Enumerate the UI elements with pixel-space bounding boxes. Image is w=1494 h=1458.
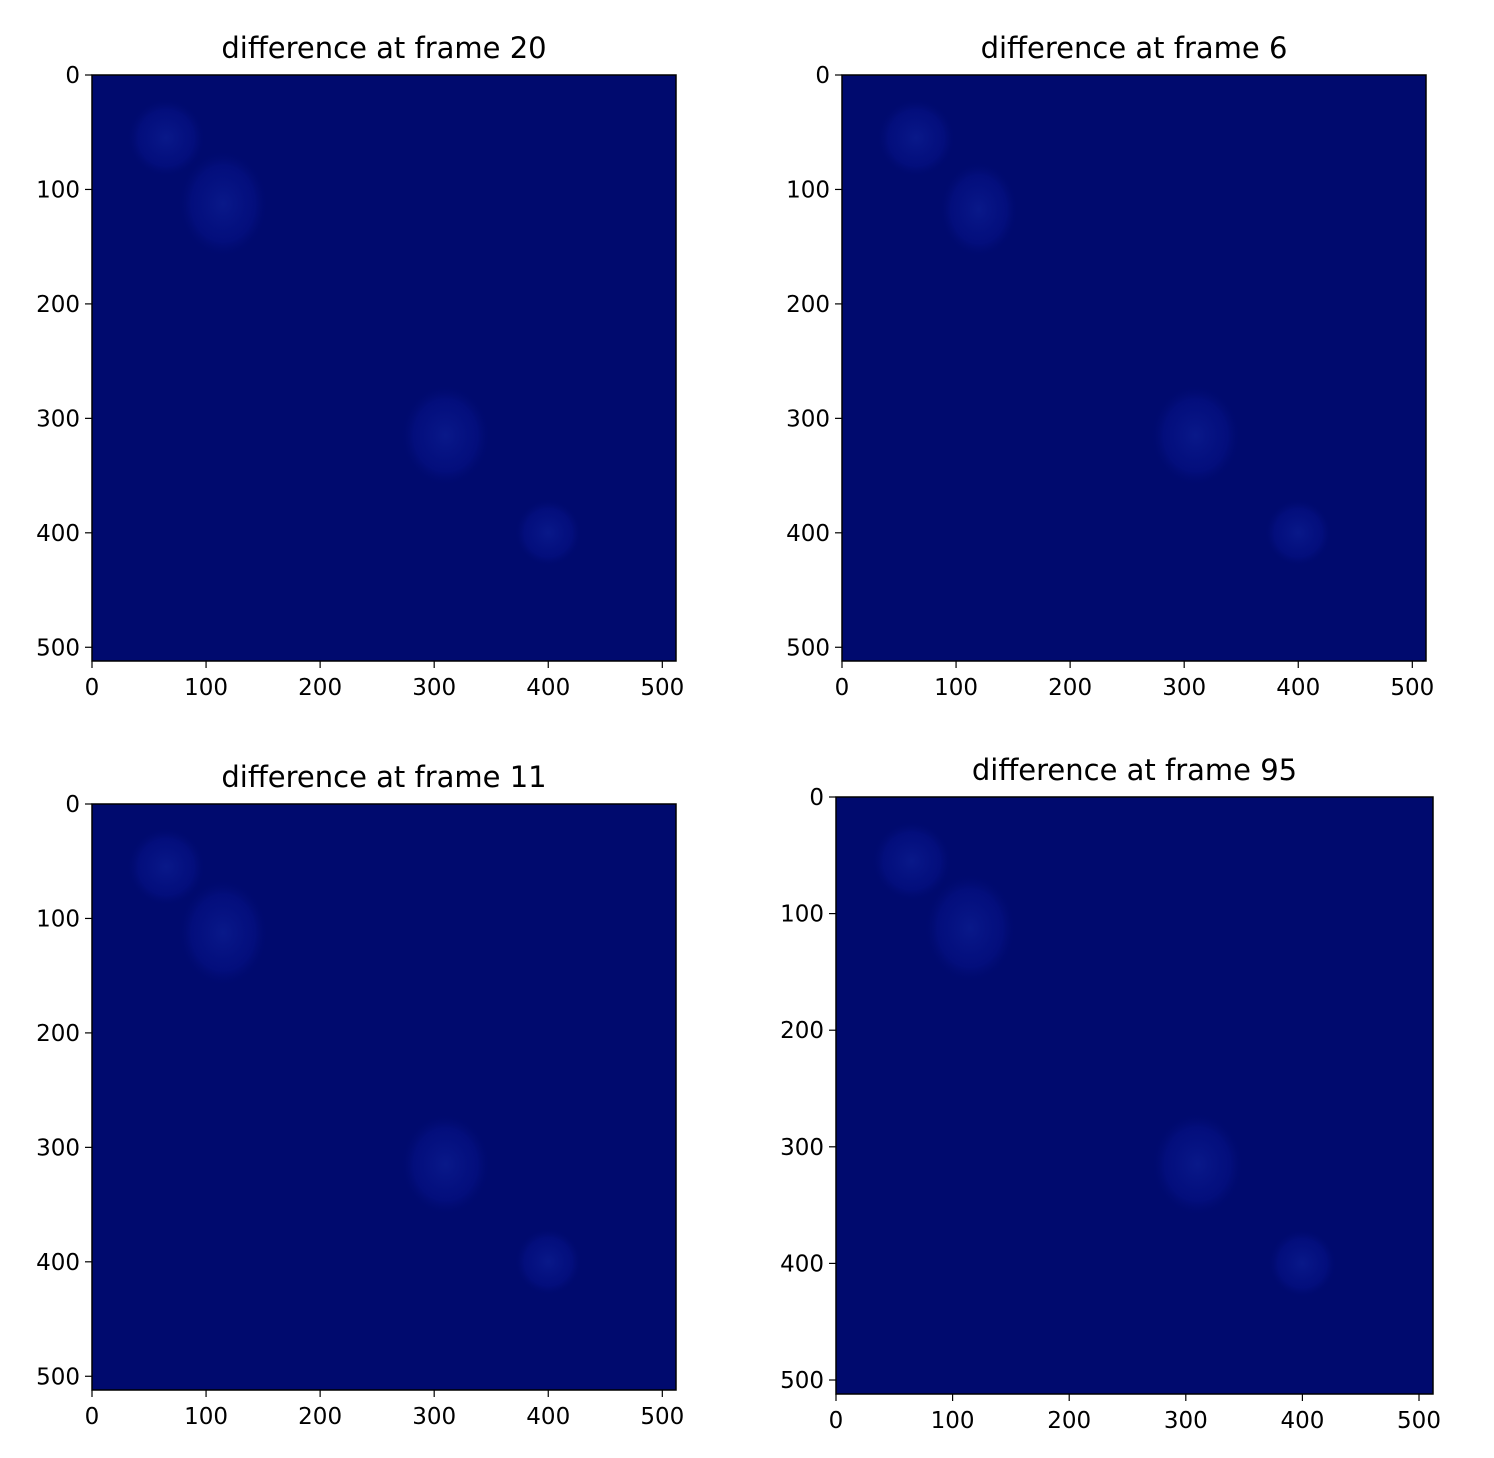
x-tick-label: 300 [1162,675,1206,701]
x-tick-label: 100 [934,675,978,701]
subplot-title: difference at frame 20 [221,31,546,65]
x-tick-label: 200 [298,675,342,701]
x-tick-label: 100 [184,1404,228,1430]
y-tick-label: 0 [65,63,80,89]
heatmap-blob [399,1113,492,1217]
axes-frame [91,74,677,662]
heatmap-blob [870,820,953,902]
x-tick-label: 0 [829,1408,844,1434]
y-tick-label: 100 [36,177,80,203]
heatmap-blob [514,498,583,568]
x-tick-label: 200 [298,1404,342,1430]
x-tick-label: 100 [184,675,228,701]
y-tick-label: 300 [36,406,80,432]
y-tick-label: 400 [36,521,80,547]
y-tick-label: 200 [786,292,830,318]
subplot-title: difference at frame 95 [972,753,1297,787]
x-tick-label: 0 [85,1404,100,1430]
axes-frame [835,796,1434,1395]
x-tick-label: 500 [1397,1408,1441,1434]
heatmap-blob [399,384,492,488]
x-tick-label: 300 [1164,1408,1208,1434]
x-tick-label: 400 [1276,675,1320,701]
y-tick-label: 400 [786,521,830,547]
heatmap-blob [923,872,1017,984]
x-tick-label: 300 [412,1404,456,1430]
x-tick-label: 500 [640,675,684,701]
y-tick-label: 0 [65,792,80,818]
y-tick-label: 400 [36,1250,80,1276]
subplot-3: difference at frame 110 100 200 300 400 50001… [36,760,684,1430]
y-tick-label: 500 [36,635,80,661]
x-tick-label: 200 [1047,1408,1091,1434]
y-tick-label: 200 [36,292,80,318]
subplot-title: difference at frame 6 [981,31,1288,65]
heatmap-blob [514,1227,583,1297]
heatmap-blob [126,826,207,908]
heatmap-blob [876,97,957,179]
subplot-2: difference at frame 60 100 200 300 400 500010… [786,31,1434,701]
x-tick-label: 0 [85,675,100,701]
y-tick-label: 300 [36,1135,80,1161]
y-tick-label: 100 [786,177,830,203]
x-tick-label: 300 [412,675,456,701]
subplot-1: difference at frame 200 100 200 300 400 50001… [36,31,684,701]
y-tick-label: 100 [36,906,80,932]
y-tick-label: 500 [786,635,830,661]
x-tick-label: 400 [526,1404,570,1430]
y-tick-label: 500 [780,1368,824,1394]
axes-frame [91,803,677,1391]
heatmap-blob [1264,498,1333,568]
y-tick-label: 200 [36,1021,80,1047]
heatmap-image [842,75,1426,661]
y-tick-label: 100 [780,902,824,928]
y-tick-label: 300 [786,406,830,432]
x-tick-label: 400 [526,675,570,701]
subplot-title: difference at frame 11 [221,760,546,794]
x-tick-label: 500 [640,1404,684,1430]
heatmap-blob [177,878,269,988]
y-tick-label: 0 [809,785,824,811]
heatmap-blob [1149,384,1242,488]
x-tick-label: 100 [931,1408,975,1434]
y-tick-label: 400 [780,1251,824,1277]
subplot-4: difference at frame 950 100 200 300 400 50001… [780,753,1441,1434]
y-tick-label: 500 [36,1364,80,1390]
heatmap-blob [126,97,207,179]
x-tick-label: 400 [1280,1408,1324,1434]
y-tick-label: 0 [815,63,830,89]
y-tick-label: 300 [780,1135,824,1161]
heatmap-blob [1267,1228,1338,1299]
axes-frame [841,74,1427,662]
x-tick-label: 500 [1390,675,1434,701]
heatmap-blob [938,160,1019,259]
heatmap-blob [1150,1111,1245,1217]
x-tick-label: 0 [835,675,850,701]
heatmap-blob [177,149,269,259]
y-tick-label: 200 [780,1018,824,1044]
x-tick-label: 200 [1048,675,1092,701]
